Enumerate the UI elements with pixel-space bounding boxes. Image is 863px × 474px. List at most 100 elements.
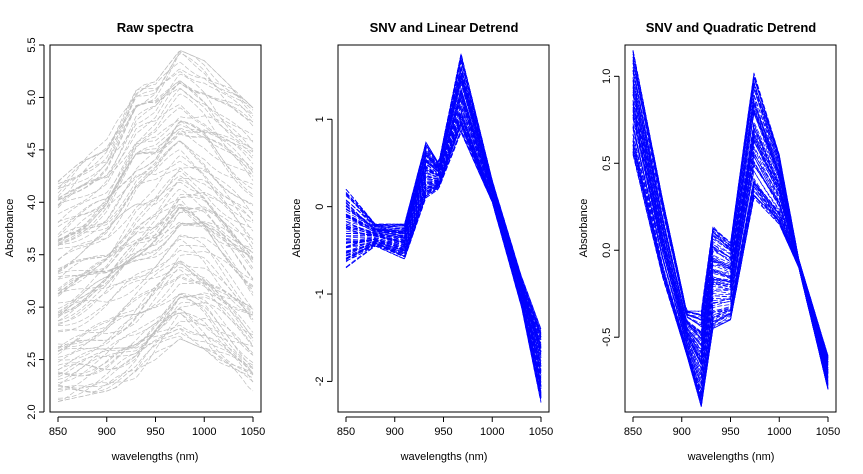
spectrum-line: [57, 107, 254, 227]
spectrum-line: [57, 53, 254, 190]
spectrum-line: [57, 308, 254, 375]
y-axis-label: Absorbance: [291, 199, 303, 258]
x-tick-label: 900: [386, 426, 404, 438]
spectrum-line: [57, 133, 254, 240]
panel-raw-spectra: 850 900 950 1000 1050 2.0 2.5 3.0 3.5 4.0 4.5 5.0 5…: [4, 20, 265, 463]
y-tick-label: 1.0: [601, 69, 613, 84]
y-axis-label: Absorbance: [4, 199, 16, 258]
plot-box: [624, 44, 837, 413]
spectrum-line: [58, 263, 254, 326]
spectrum-line: [57, 245, 254, 326]
spectrum-line: [632, 101, 829, 368]
spectrum-line: [57, 236, 254, 314]
y-tick-label: 0: [314, 204, 326, 210]
spectrum-line: [57, 62, 254, 188]
x-tick-label: 850: [337, 426, 355, 438]
spectrum-line: [57, 88, 254, 224]
spectrum-line: [57, 177, 254, 270]
spectrum-line: [57, 269, 254, 351]
spectrum-line: [57, 221, 254, 304]
spectrum-line: [57, 209, 254, 316]
y-axis: -0.5 0.0 0.5 1.0: [601, 69, 620, 347]
spectrum-line: [57, 68, 254, 199]
spectrum-line: [632, 109, 829, 378]
spectrum-line: [57, 81, 254, 201]
y-tick-label: 3.0: [26, 299, 38, 314]
spectrum-line: [57, 207, 254, 295]
y-tick-label: 5.5: [26, 37, 38, 52]
spectrum-line: [57, 312, 254, 377]
x-tick-label: 950: [146, 426, 164, 438]
plot-box: [49, 44, 262, 413]
x-tick-label: 1000: [480, 426, 504, 438]
spectrum-line: [57, 312, 254, 402]
spectrum-line: [345, 58, 542, 338]
panel-snv-linear-detrend: 850 900 950 1000 1050 -2 -1 0 1 SNV and Linear …: [291, 20, 553, 463]
spectrum-line: [345, 129, 542, 403]
x-axis: 850 900 950 1000 1050: [337, 416, 553, 438]
spectrum-line: [57, 266, 254, 349]
spectrum-line: [57, 51, 254, 182]
spectrum-line: [632, 56, 829, 359]
spectrum-line: [57, 254, 254, 355]
spectrum-line: [57, 206, 254, 291]
spectrum-line: [632, 95, 829, 367]
spectrum-line: [57, 221, 254, 324]
x-tick-label: 900: [98, 426, 116, 438]
spectrum-line: [632, 140, 829, 391]
x-axis: 850 900 950 1000 1050: [49, 416, 265, 438]
y-tick-label: -1: [314, 289, 326, 299]
spectrum-line: [57, 332, 254, 389]
spectrum-line: [57, 80, 254, 200]
spectrum-line: [57, 124, 254, 246]
spectra-lines: [632, 50, 829, 407]
y-tick-label: -2: [314, 377, 326, 387]
y-tick-label: 1: [314, 116, 326, 122]
spectrum-line: [57, 338, 254, 401]
spectrum-line: [57, 296, 254, 386]
spectrum-line: [57, 293, 254, 361]
spectra-lines: [57, 50, 254, 402]
spectrum-line: [57, 239, 254, 317]
y-tick-label: 2.5: [26, 352, 38, 367]
y-tick-label: 2.0: [26, 404, 38, 419]
spectrum-line: [57, 206, 254, 322]
spectrum-line: [57, 161, 254, 246]
chart-title: SNV and Linear Detrend: [370, 20, 519, 35]
spectrum-line: [345, 105, 542, 376]
spectrum-line: [57, 132, 254, 241]
spectrum-line: [57, 50, 254, 183]
x-axis: 850 900 950 1000 1050: [624, 416, 840, 438]
spectrum-line: [632, 126, 829, 377]
x-tick-label: 850: [49, 426, 67, 438]
spectrum-line: [57, 73, 254, 197]
spectrum-line: [57, 141, 254, 238]
spectrum-line: [57, 93, 254, 209]
spectrum-line: [57, 121, 254, 247]
spectrum-line: [345, 101, 542, 373]
spectrum-line: [57, 335, 254, 392]
x-tick-label: 1000: [767, 426, 791, 438]
x-axis-label: wavelengths (nm): [400, 451, 488, 463]
spectrum-line: [57, 115, 254, 242]
x-tick-label: 1050: [241, 426, 265, 438]
spectrum-line: [58, 318, 254, 399]
x-tick-label: 1000: [192, 426, 216, 438]
chart-title: Raw spectra: [117, 20, 194, 35]
spectrum-line: [57, 83, 254, 215]
panel-snv-quadratic-detrend: 850 900 950 1000 1050 -0.5 0.0 0.5 1.0 SNV and …: [578, 20, 840, 463]
x-tick-label: 1050: [529, 426, 553, 438]
spectrum-line: [632, 134, 829, 398]
spectrum-line: [345, 89, 542, 365]
spectrum-line: [57, 207, 254, 295]
spectrum-line: [57, 87, 254, 190]
x-tick-label: 900: [673, 426, 691, 438]
y-tick-label: 3.5: [26, 247, 38, 262]
y-tick-label: 0.5: [601, 156, 613, 171]
spectrum-line: [57, 81, 254, 207]
spectra-lines: [345, 53, 542, 403]
spectrum-line: [632, 77, 829, 369]
x-tick-label: 1050: [816, 426, 840, 438]
spectrum-line: [57, 249, 254, 333]
